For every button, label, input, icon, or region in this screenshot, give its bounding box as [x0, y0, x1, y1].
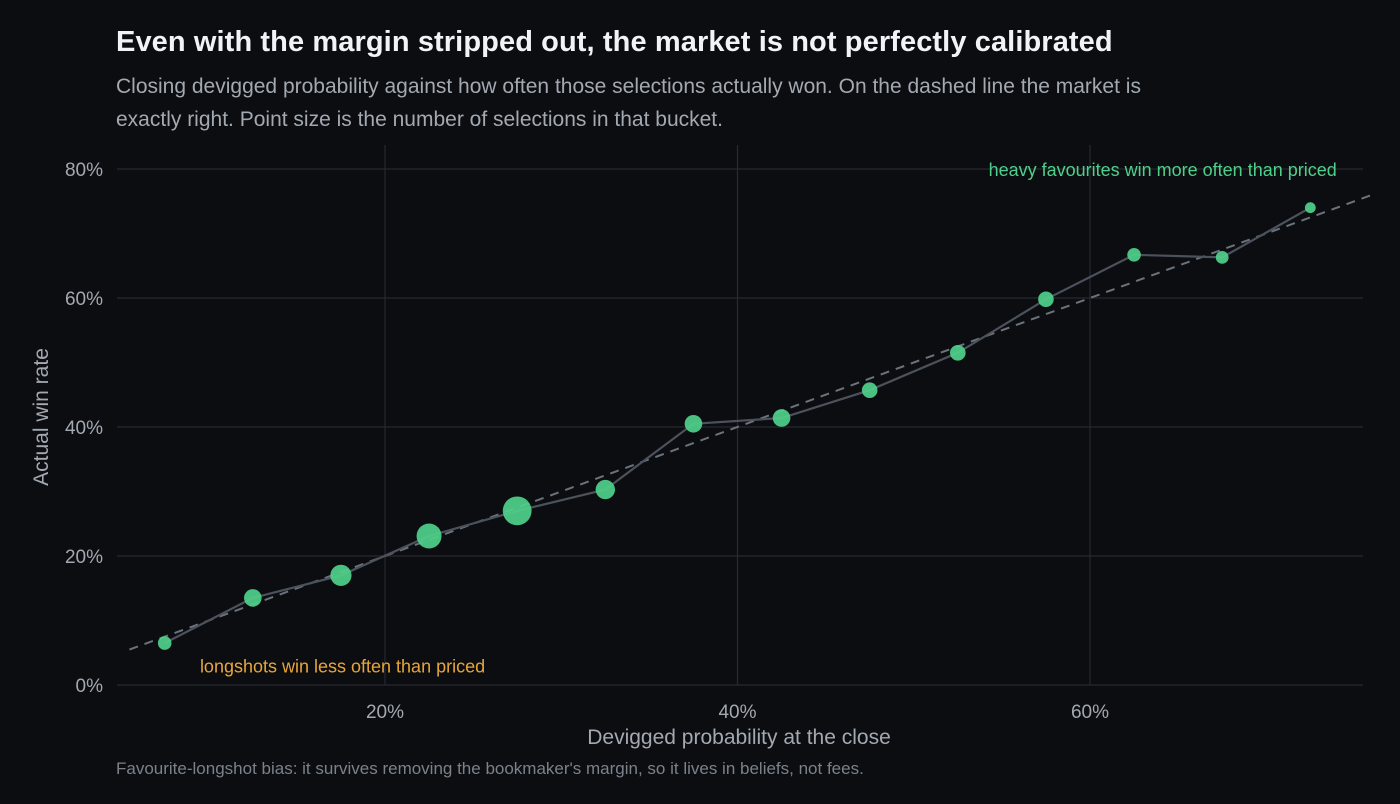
data-point — [157, 636, 172, 650]
points-layer — [157, 202, 1316, 650]
calibration-connector-line — [164, 206, 1311, 645]
x-tick-label: 40% — [718, 702, 756, 723]
perfect-calibration-line — [129, 193, 1373, 651]
data-point — [950, 345, 966, 361]
favourite-annotation: heavy favourites win more often than pri… — [989, 160, 1337, 180]
chart-subtitle: Closing devigged probability against how… — [116, 75, 1141, 131]
reference-layer — [129, 193, 1373, 651]
labels-layer: 0% 20% 40% 60% 80% 20% 40% 60% heavy favourites … — [65, 160, 1337, 723]
x-axis-title: Devigged probability at the close — [587, 726, 891, 749]
y-tick-label: 40% — [65, 418, 103, 439]
x-tick-label: 20% — [366, 702, 404, 723]
longshot-annotation: longshots win less often than priced — [200, 657, 485, 677]
data-point — [595, 479, 616, 500]
y-tick-label: 80% — [65, 160, 103, 181]
data-point — [502, 496, 532, 526]
data-point — [772, 409, 791, 427]
data-point — [330, 564, 352, 586]
data-point — [861, 382, 878, 399]
y-tick-label: 20% — [65, 547, 103, 568]
y-tick-label: 0% — [76, 676, 104, 697]
connector-layer — [164, 206, 1311, 645]
y-tick-label: 60% — [65, 289, 103, 310]
data-point — [1215, 250, 1229, 264]
chart-title: Even with the margin stripped out, the m… — [116, 26, 1113, 58]
x-tick-label: 60% — [1071, 702, 1109, 723]
data-point — [416, 523, 442, 549]
grid-layer — [117, 145, 1363, 686]
data-point — [1038, 291, 1054, 308]
data-point — [1304, 202, 1316, 214]
data-point — [684, 414, 703, 433]
chart-caption: Favourite-longshot bias: it survives rem… — [116, 759, 864, 778]
y-axis-title: Actual win rate — [30, 348, 53, 486]
data-point — [1127, 247, 1141, 262]
data-point — [244, 589, 262, 607]
